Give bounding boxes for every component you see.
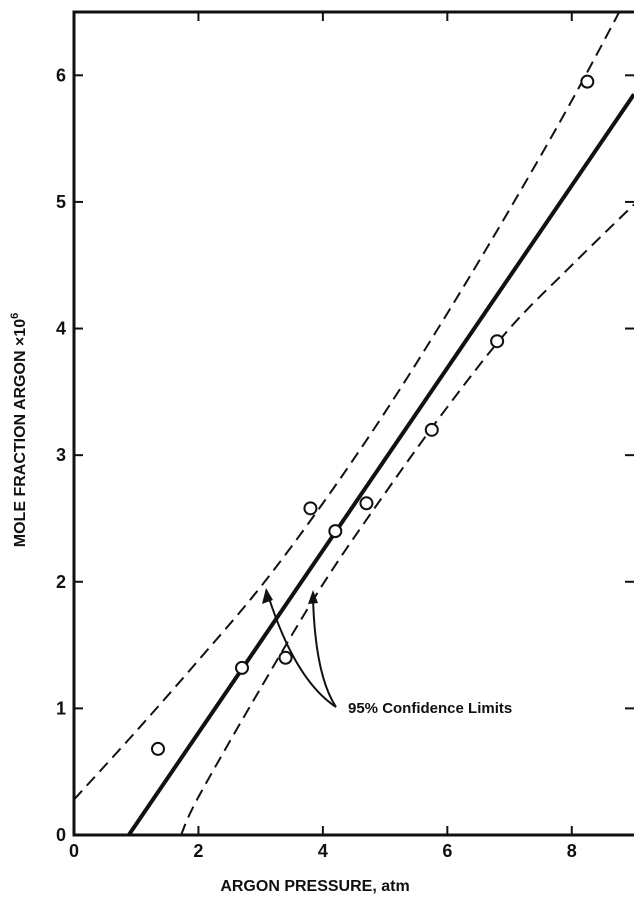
y-tick-labels: 0 1 2 3 4 5 6 bbox=[56, 65, 66, 845]
annotation-arrowhead-lower bbox=[308, 590, 318, 604]
confidence-limits-annotation: 95% Confidence Limits bbox=[262, 588, 512, 717]
y-axis-label-main: MOLE FRACTION ARGON ×10 bbox=[12, 319, 29, 547]
annotation-arrowhead-upper bbox=[262, 588, 273, 604]
y-axis-label-exponent: 6 bbox=[9, 313, 21, 319]
x-axis-label: ARGON PRESSURE, atm bbox=[220, 878, 409, 895]
y-tick-label: 0 bbox=[56, 825, 66, 845]
plot-lines bbox=[74, 12, 634, 835]
annotation-arrow-upper bbox=[267, 594, 337, 708]
upper-confidence-limit-line bbox=[74, 12, 621, 801]
y-axis-label: MOLE FRACTION ARGON ×106 bbox=[9, 313, 29, 547]
regression-fit-line bbox=[127, 93, 634, 835]
data-point bbox=[235, 660, 249, 675]
data-point bbox=[490, 334, 505, 349]
plot-frame bbox=[72, 10, 634, 837]
y-tick-label: 6 bbox=[56, 65, 66, 85]
data-point bbox=[328, 524, 343, 539]
data-point bbox=[580, 74, 595, 89]
data-point bbox=[424, 422, 439, 437]
y-tick-label: 3 bbox=[56, 445, 66, 465]
x-tick-label: 8 bbox=[567, 841, 577, 861]
axis-ticks bbox=[73, 12, 634, 836]
y-tick-label: 1 bbox=[56, 698, 66, 718]
x-tick-label: 4 bbox=[318, 841, 328, 861]
x-tick-label: 2 bbox=[193, 841, 203, 861]
data-point bbox=[303, 501, 318, 516]
lower-confidence-limit-line bbox=[180, 203, 634, 835]
confidence-limits-label: 95% Confidence Limits bbox=[348, 700, 512, 717]
data-points bbox=[151, 74, 595, 756]
y-tick-label: 5 bbox=[56, 192, 66, 212]
data-point bbox=[278, 650, 293, 665]
y-tick-label: 2 bbox=[56, 572, 66, 592]
annotation-arrow-lower bbox=[312, 596, 337, 708]
data-point bbox=[359, 496, 374, 511]
x-tick-label: 0 bbox=[69, 841, 79, 861]
x-tick-labels: 0 2 4 6 8 bbox=[69, 841, 577, 861]
data-point bbox=[151, 741, 165, 756]
y-tick-label: 4 bbox=[56, 319, 66, 339]
x-tick-label: 6 bbox=[442, 841, 452, 861]
